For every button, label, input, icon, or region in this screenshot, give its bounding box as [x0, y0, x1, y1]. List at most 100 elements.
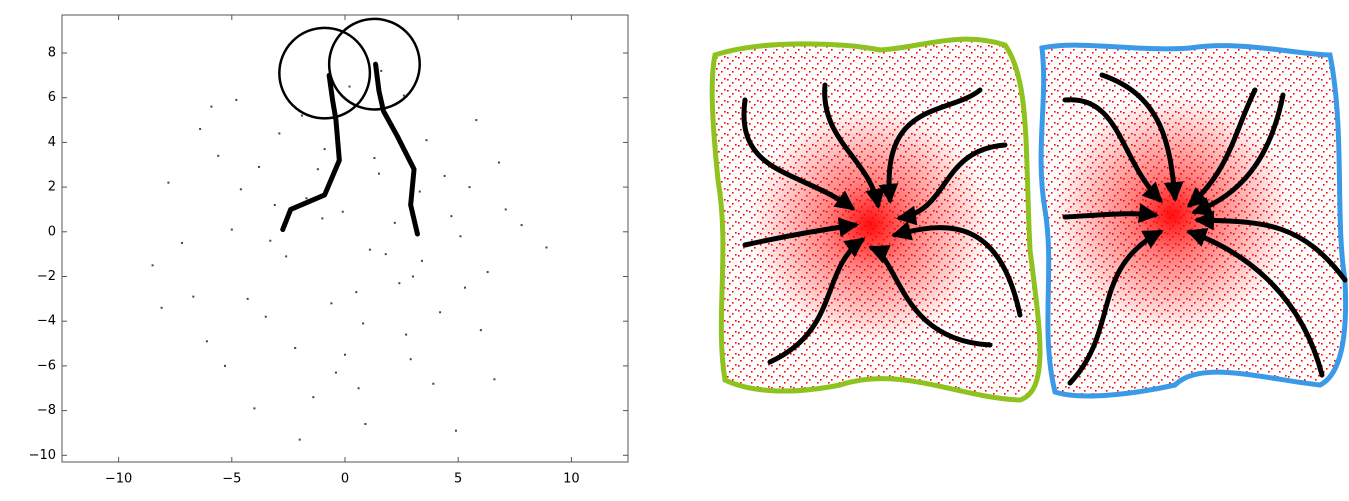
point: [479, 329, 482, 332]
point: [217, 154, 220, 157]
density-core: [750, 105, 990, 345]
point: [192, 295, 195, 298]
point: [257, 165, 260, 168]
point: [357, 387, 360, 390]
point: [210, 105, 213, 108]
point: [330, 302, 333, 305]
point: [355, 291, 358, 294]
trajectory: [373, 61, 420, 237]
point: [493, 378, 496, 381]
point: [468, 186, 471, 189]
point: [323, 148, 326, 151]
density-core: [1052, 95, 1292, 335]
point: [545, 246, 548, 249]
point: [405, 333, 408, 336]
point: [439, 311, 442, 314]
point: [273, 203, 276, 206]
point: [380, 69, 383, 72]
point: [230, 228, 233, 231]
point: [180, 241, 183, 244]
arrow: [741, 97, 856, 211]
point: [377, 172, 380, 175]
point: [294, 347, 297, 350]
arrow: [1186, 228, 1325, 378]
arrow: [896, 142, 1008, 226]
point: [235, 98, 238, 101]
arrow: [1194, 210, 1348, 283]
plot-frame: [61, 14, 629, 463]
point: [334, 371, 337, 374]
x-tick-label: 0: [341, 472, 349, 487]
arrow: [868, 245, 993, 348]
neighborhood-circle: [327, 17, 421, 111]
point: [450, 215, 453, 218]
x-tick-label: −5: [222, 472, 241, 487]
y-tick-label: 2: [48, 180, 56, 195]
point: [432, 382, 435, 385]
y-tick-label: 8: [48, 45, 56, 60]
y-tick-label: −10: [29, 448, 56, 463]
x-tick-label: −10: [105, 472, 132, 487]
x-tick-label: 10: [563, 472, 580, 487]
point: [443, 174, 446, 177]
point: [520, 224, 523, 227]
point: [425, 139, 428, 142]
point: [246, 297, 249, 300]
arrow: [891, 221, 1023, 318]
point: [486, 271, 489, 274]
arrow: [1099, 72, 1184, 202]
arrow: [1186, 87, 1258, 208]
point: [344, 353, 346, 356]
point: [278, 132, 281, 135]
point: [298, 438, 301, 441]
point: [409, 358, 412, 361]
y-tick-label: 4: [48, 135, 56, 150]
point: [205, 340, 208, 343]
point: [151, 264, 154, 267]
point: [199, 127, 202, 130]
trajectory: [280, 72, 342, 233]
point: [224, 364, 227, 367]
arrow: [1191, 92, 1286, 216]
diagram: [709, 36, 1349, 403]
point: [393, 221, 396, 224]
point: [264, 315, 267, 318]
arrow: [1067, 229, 1164, 386]
point: [341, 210, 344, 213]
point: [160, 306, 163, 309]
x-tick-label: 5: [454, 472, 462, 487]
point: [420, 259, 423, 262]
point: [300, 114, 303, 117]
neighborhood-circle: [278, 26, 372, 120]
point: [368, 248, 371, 251]
y-tick-label: −2: [37, 269, 56, 284]
y-tick-label: 6: [48, 90, 56, 105]
point: [305, 197, 308, 200]
point: [497, 161, 500, 164]
arrows-right: [1062, 72, 1348, 386]
y-tick-label: −8: [37, 403, 56, 418]
arrows-left: [741, 82, 1023, 365]
point: [454, 429, 457, 432]
y-tick-label: −4: [37, 314, 56, 329]
point: [348, 85, 351, 88]
point: [402, 94, 405, 97]
arrow: [1062, 203, 1159, 224]
scatter-plot: −10 −5 0 5 10 −10 −8 −6 −4 −2 0 2 4 6 8: [29, 14, 629, 487]
point: [362, 322, 365, 325]
y-tick-label: −6: [37, 358, 56, 373]
point: [475, 119, 478, 122]
arrow: [878, 87, 983, 204]
arrow: [1062, 97, 1163, 203]
point: [384, 253, 387, 256]
point: [463, 286, 466, 289]
point: [269, 239, 272, 242]
arrow: [767, 237, 866, 365]
y-tick-label: 0: [48, 224, 56, 239]
point: [418, 190, 421, 193]
point: [504, 208, 507, 211]
point: [459, 235, 462, 238]
point: [316, 168, 319, 171]
point: [321, 217, 324, 220]
